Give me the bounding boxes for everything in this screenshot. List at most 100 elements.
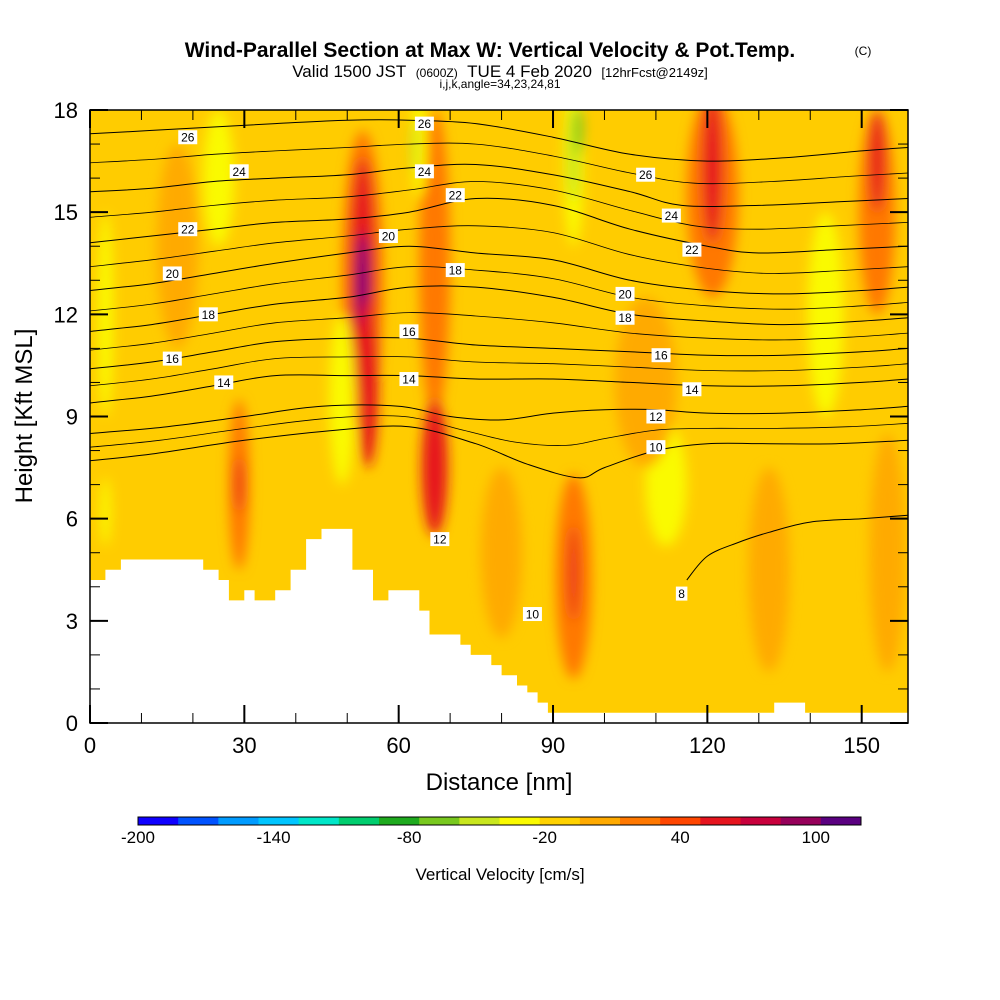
contour-label: 24 xyxy=(418,165,432,179)
velocity-region-24 xyxy=(807,212,844,417)
contour-label: 12 xyxy=(649,410,663,424)
contour-label-box xyxy=(178,130,198,145)
colorbar-swatch xyxy=(700,817,741,825)
subtitle-zulu: (0600Z) xyxy=(416,66,458,80)
colorbar-swatch xyxy=(218,817,259,825)
contour-label-box xyxy=(399,372,419,387)
velocity-region-27 xyxy=(869,433,906,672)
contour-label-box xyxy=(661,208,681,223)
isentrope-16 xyxy=(90,337,908,370)
colorbar-swatch xyxy=(258,817,300,825)
chart-title-mark: (C) xyxy=(855,44,872,58)
contour-label-box xyxy=(615,286,635,301)
contour-label: 8 xyxy=(678,587,685,601)
contour-label: 16 xyxy=(166,352,180,366)
isentrope-8 xyxy=(686,514,908,581)
colorbar-tick-label: -20 xyxy=(532,828,557,847)
subtitle-forecast: [12hrFcst@2149z] xyxy=(601,65,707,80)
velocity-region-3 xyxy=(357,297,379,468)
colorbar-swatch xyxy=(138,817,179,825)
colorbar-swatch xyxy=(459,817,500,825)
isentrope-10 xyxy=(90,425,908,479)
isentrope-minor xyxy=(90,142,908,185)
contour-label-box xyxy=(198,307,218,322)
y-tick-label: 0 xyxy=(66,711,78,736)
contour-label-box xyxy=(682,242,702,257)
colorbar-swatch xyxy=(379,817,420,825)
y-tick-label: 12 xyxy=(54,302,78,327)
y-tick-label: 9 xyxy=(66,405,78,430)
isentrope-minor xyxy=(90,415,908,448)
contour-label-box xyxy=(615,310,635,325)
y-axis-title: Height [Kft MSL] xyxy=(11,329,38,504)
contour-label: 22 xyxy=(449,189,463,203)
isentrope-26 xyxy=(90,119,908,162)
contour-label: 24 xyxy=(233,165,247,179)
isentrope-minor xyxy=(90,266,908,312)
contour-label: 24 xyxy=(665,209,679,223)
contour-label-box xyxy=(445,263,465,278)
contour-label: 16 xyxy=(402,325,416,339)
velocity-region-28 xyxy=(156,144,199,349)
contour-label: 16 xyxy=(654,349,668,363)
contour-label: 10 xyxy=(649,441,663,455)
colorbar-tick-label: 40 xyxy=(671,828,690,847)
subtitle-date: TUE 4 Feb 2020 xyxy=(467,62,592,81)
subtitle-valid: Valid 1500 JST xyxy=(292,62,406,81)
contour-label: 18 xyxy=(618,311,632,325)
contour-label: 22 xyxy=(685,243,699,257)
contour-label-box xyxy=(214,375,234,390)
velocity-region-11 xyxy=(568,525,579,621)
contour-label: 20 xyxy=(382,230,396,244)
contour-label: 22 xyxy=(181,223,195,237)
velocity-region-13 xyxy=(235,457,243,512)
contour-label-box xyxy=(682,382,702,397)
y-tick-label: 18 xyxy=(54,98,78,123)
terrain xyxy=(90,528,908,723)
colorbar-swatch xyxy=(579,817,621,825)
isentrope-24 xyxy=(90,163,908,207)
x-tick-label: 90 xyxy=(541,733,565,758)
isentrope-20 xyxy=(90,245,908,295)
velocity-region-20 xyxy=(203,110,235,247)
contour-label: 14 xyxy=(685,383,699,397)
isentrope-minor xyxy=(90,225,908,274)
contour-label: 18 xyxy=(449,264,463,278)
velocity-region-25 xyxy=(614,297,677,468)
contour-label: 14 xyxy=(402,373,416,387)
x-tick-label: 0 xyxy=(84,733,96,758)
isentrope-minor xyxy=(90,312,908,351)
contour-label-box xyxy=(399,324,419,339)
contour-label: 18 xyxy=(202,308,216,322)
colorbar-tick-label: -80 xyxy=(397,828,422,847)
colorbar-label: Vertical Velocity [cm/s] xyxy=(415,865,584,884)
isentrope-labels: 26 24 22 20 18 16 14 26 24 22 20 18 16 14 12 10 26 24 22 20… xyxy=(162,116,702,622)
y-tick-label: 3 xyxy=(66,609,78,634)
chart-subtitle-indices: i,j,k,angle=34,23,24,81 xyxy=(439,77,560,91)
colorbar-swatch xyxy=(740,817,782,825)
contour-label-box xyxy=(229,164,249,179)
contour-label-box xyxy=(414,116,434,131)
colorbar-swatch xyxy=(499,817,541,825)
velocity-region-16 xyxy=(574,110,583,155)
colorbar-swatch xyxy=(660,817,701,825)
contour-label-box xyxy=(414,164,434,179)
x-tick-label: 30 xyxy=(232,733,256,758)
colorbar-swatch xyxy=(539,817,581,825)
chart-title: Wind-Parallel Section at Max W: Vertical… xyxy=(185,39,796,62)
contour-label-box xyxy=(178,222,198,237)
x-tick-label: 120 xyxy=(689,733,726,758)
x-tick-label: 60 xyxy=(386,733,410,758)
contour-label-box xyxy=(675,586,688,601)
velocity-region-8 xyxy=(859,110,896,315)
plot-area: 26 24 22 20 18 16 14 26 24 22 20 18 16 14 12 10 26 24 22 20… xyxy=(90,110,908,723)
contour-label-box xyxy=(430,532,450,547)
colorbar-ticks: -200 -140 -80 -20 40 100 xyxy=(121,828,830,847)
contour-label-box xyxy=(522,607,542,622)
contour-label-box xyxy=(646,440,666,455)
colorbar-tick-label: 100 xyxy=(802,828,830,847)
isentrope-minor xyxy=(90,181,908,230)
velocity-region-19 xyxy=(329,314,355,485)
contour-label-box xyxy=(445,188,465,203)
colorbar-swatch xyxy=(298,817,340,825)
